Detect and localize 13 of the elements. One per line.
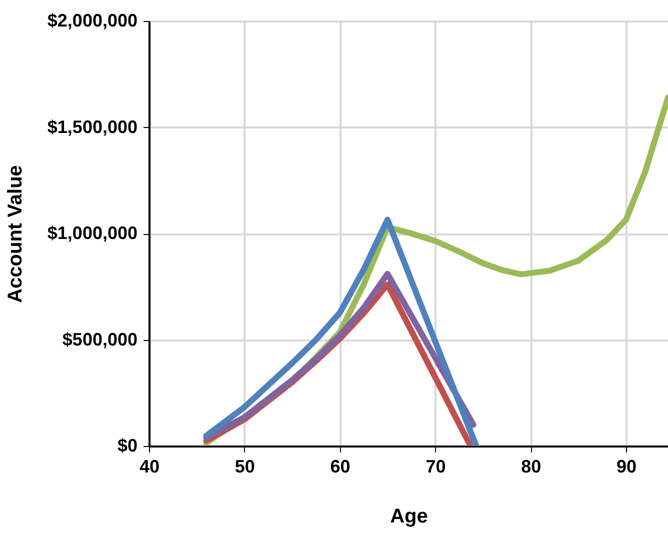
y-tick-label: $500,000	[62, 329, 138, 350]
y-axis-title: Account Value	[4, 165, 26, 303]
x-tick-label: 50	[234, 456, 255, 476]
x-axis-title: Age	[390, 506, 428, 528]
y-tick-label: $0	[117, 436, 138, 456]
y-tick-label: $1,000,000	[47, 223, 138, 243]
y-tick-label: $1,500,000	[47, 116, 138, 137]
x-tick-label: 90	[616, 456, 637, 476]
x-tick-label: 70	[426, 456, 446, 476]
x-tick-label: 60	[330, 456, 350, 476]
x-tick-label: 40	[139, 456, 160, 476]
y-tick-label: $2,000,000	[47, 10, 138, 30]
x-tick-label: 80	[521, 456, 542, 476]
